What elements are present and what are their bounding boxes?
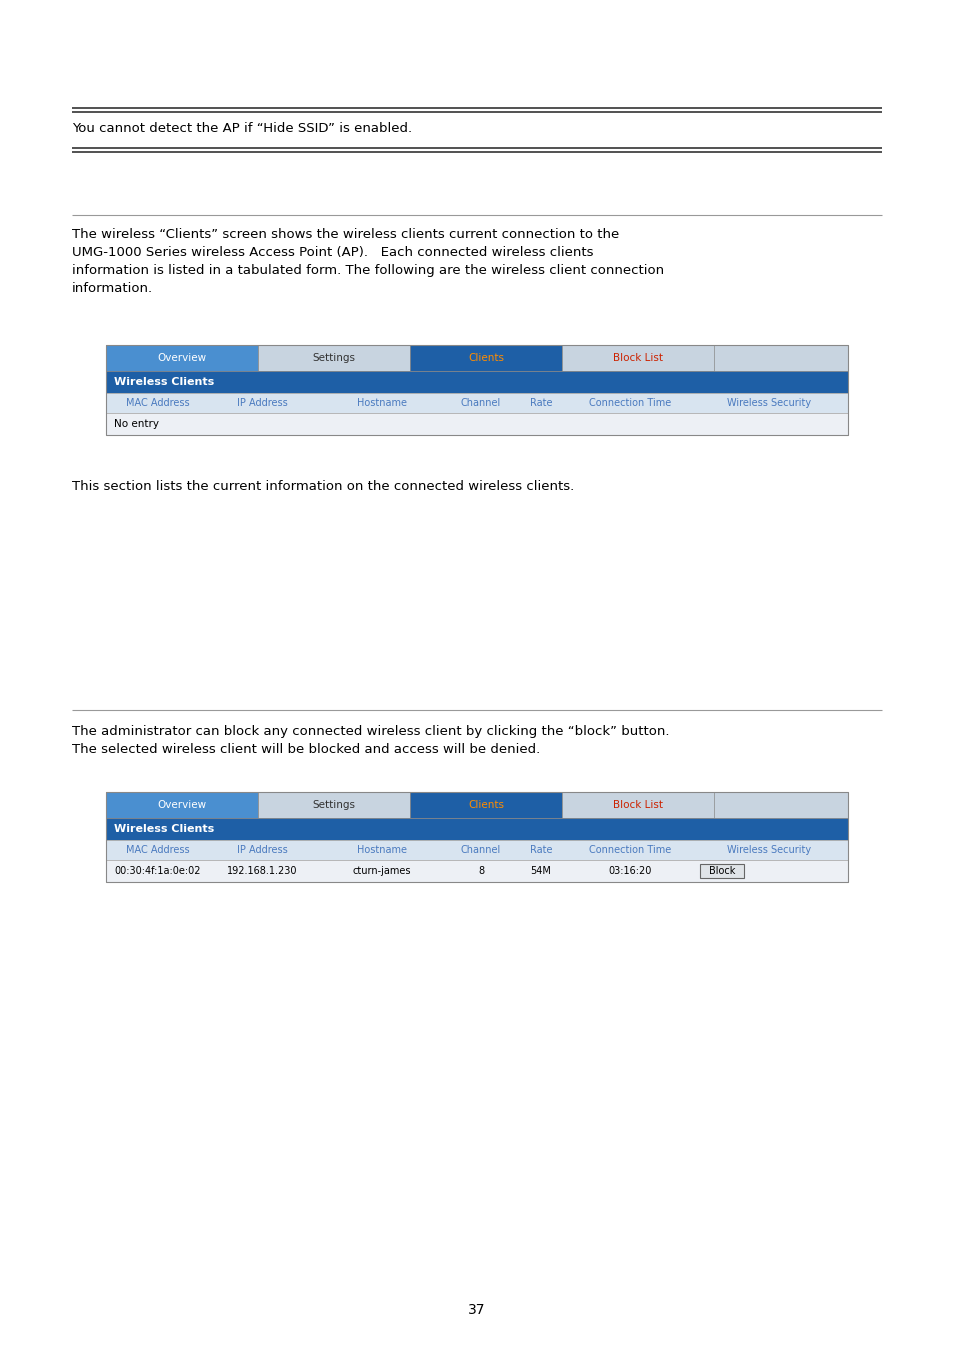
Bar	[257, 346, 410, 371]
Text: Wireless Clients: Wireless Clients	[113, 377, 214, 387]
Text: This section lists the current information on the connected wireless clients.: This section lists the current informati…	[71, 481, 574, 493]
Text: 00:30:4f:1a:0e:02: 00:30:4f:1a:0e:02	[114, 865, 201, 876]
Text: IP Address: IP Address	[236, 398, 287, 408]
Text: cturn-james: cturn-james	[353, 865, 411, 876]
Text: Connection Time: Connection Time	[588, 398, 670, 408]
Bar	[106, 792, 847, 818]
Text: No entry: No entry	[113, 418, 159, 429]
Bar	[561, 346, 713, 371]
Text: MAC Address: MAC Address	[126, 845, 190, 855]
Text: Rate: Rate	[529, 398, 552, 408]
Text: MAC Address: MAC Address	[126, 398, 190, 408]
Bar	[106, 393, 847, 413]
Bar	[106, 346, 847, 435]
Text: Hostname: Hostname	[356, 398, 407, 408]
Bar	[106, 792, 847, 882]
Bar	[106, 840, 847, 860]
Text: Wireless Security: Wireless Security	[726, 845, 810, 855]
Text: information.: information.	[71, 282, 153, 296]
Text: Settings: Settings	[313, 352, 355, 363]
Bar	[410, 792, 561, 818]
Text: Channel: Channel	[460, 398, 500, 408]
Bar	[106, 346, 257, 371]
Text: Block List: Block List	[613, 801, 662, 810]
Text: Rate: Rate	[529, 845, 552, 855]
Text: 37: 37	[468, 1303, 485, 1318]
Text: Block: Block	[708, 865, 735, 876]
Bar	[257, 792, 410, 818]
Bar	[106, 818, 847, 840]
Text: 192.168.1.230: 192.168.1.230	[227, 865, 297, 876]
Text: 54M: 54M	[530, 865, 551, 876]
Text: Wireless Security: Wireless Security	[726, 398, 810, 408]
Text: You cannot detect the AP if “Hide SSID” is enabled.: You cannot detect the AP if “Hide SSID” …	[71, 122, 412, 135]
Text: IP Address: IP Address	[236, 845, 287, 855]
Text: The selected wireless client will be blocked and access will be denied.: The selected wireless client will be blo…	[71, 743, 539, 756]
Text: UMG-1000 Series wireless Access Point (AP).   Each connected wireless clients: UMG-1000 Series wireless Access Point (A…	[71, 246, 593, 259]
Text: Block List: Block List	[613, 352, 662, 363]
Text: Wireless Clients: Wireless Clients	[113, 824, 214, 834]
Bar	[700, 864, 743, 878]
Text: information is listed in a tabulated form. The following are the wireless client: information is listed in a tabulated for…	[71, 265, 663, 277]
Text: Clients: Clients	[468, 801, 503, 810]
Text: 8: 8	[477, 865, 483, 876]
Bar	[410, 346, 561, 371]
Text: Connection Time: Connection Time	[588, 845, 670, 855]
Text: Channel: Channel	[460, 845, 500, 855]
Text: The administrator can block any connected wireless client by clicking the “block: The administrator can block any connecte…	[71, 725, 669, 738]
Text: Overview: Overview	[157, 352, 207, 363]
Bar	[106, 346, 847, 371]
Text: 03:16:20: 03:16:20	[608, 865, 651, 876]
Bar	[106, 792, 257, 818]
Bar	[106, 860, 847, 882]
Bar	[561, 792, 713, 818]
Bar	[106, 371, 847, 393]
Bar	[106, 413, 847, 435]
Text: The wireless “Clients” screen shows the wireless clients current connection to t: The wireless “Clients” screen shows the …	[71, 228, 618, 242]
Text: Overview: Overview	[157, 801, 207, 810]
Text: Clients: Clients	[468, 352, 503, 363]
Text: Hostname: Hostname	[356, 845, 407, 855]
Text: Settings: Settings	[313, 801, 355, 810]
